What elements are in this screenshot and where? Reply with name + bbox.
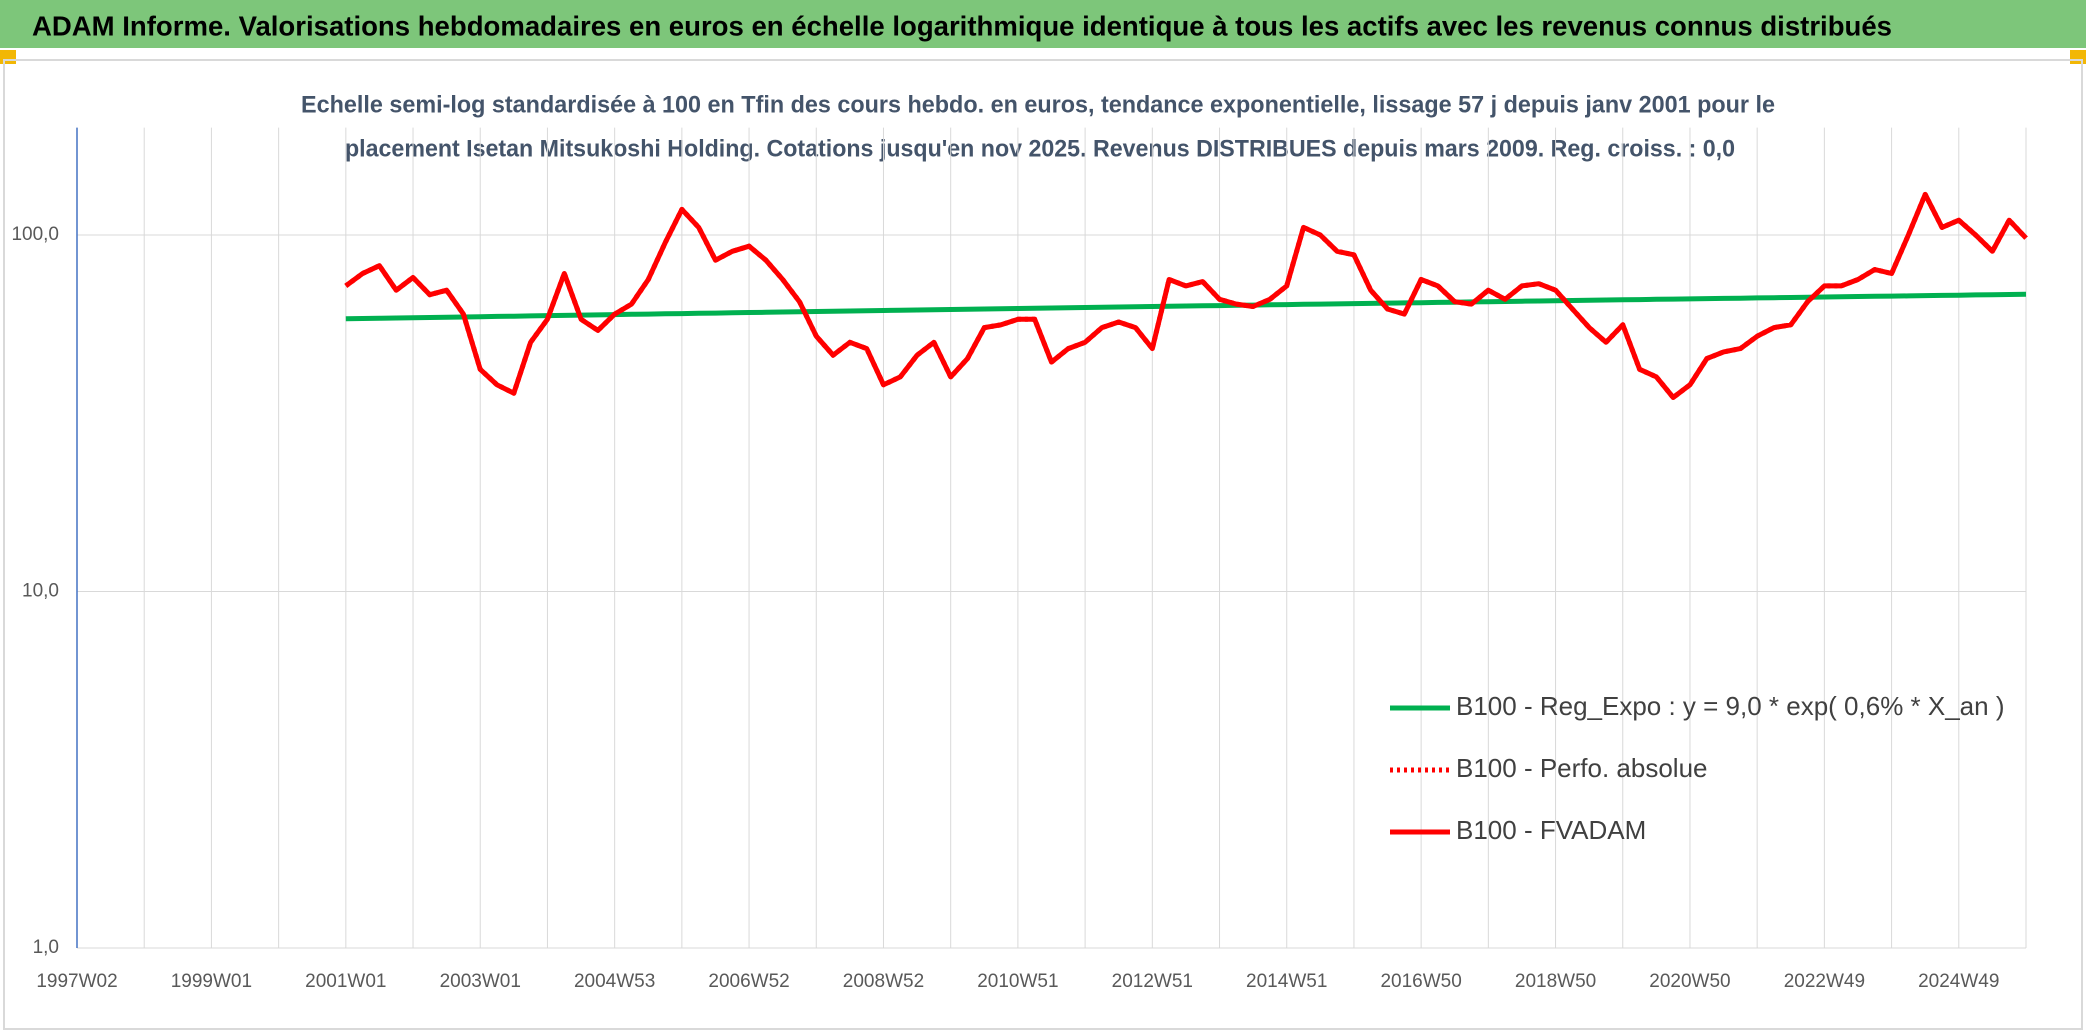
x-tick-label: 2001W01 bbox=[305, 971, 386, 992]
x-tick-label: 2014W51 bbox=[1246, 971, 1327, 992]
x-tick-label: 2006W52 bbox=[708, 971, 789, 992]
series-line bbox=[344, 191, 2028, 400]
x-tick-label: 2003W01 bbox=[440, 971, 521, 992]
x-tick-label: 2020W50 bbox=[1649, 971, 1730, 992]
legend-label: B100 - FVADAM bbox=[1456, 815, 1646, 845]
legend-label: B100 - Reg_Expo : y = 9,0 * exp( 0,6% * … bbox=[1456, 691, 2005, 721]
corner-mark bbox=[2070, 50, 2086, 64]
corner-mark bbox=[0, 50, 16, 64]
chart-subtitle: placement Isetan Mitsukoshi Holding. Cot… bbox=[345, 135, 1735, 162]
x-tick-label: 1997W02 bbox=[36, 971, 117, 992]
x-tick-label: 1999W01 bbox=[171, 971, 252, 992]
x-tick-label: 2018W50 bbox=[1515, 971, 1596, 992]
x-tick-label: 2004W53 bbox=[574, 971, 655, 992]
header-title: ADAM Informe. Valorisations hebdomadaire… bbox=[32, 10, 1892, 41]
chart-subtitle: Echelle semi-log standardisée à 100 en T… bbox=[301, 91, 1775, 118]
x-tick-label: 2016W50 bbox=[1380, 971, 1461, 992]
x-tick-label: 2008W52 bbox=[843, 971, 924, 992]
x-tick-label: 2010W51 bbox=[977, 971, 1058, 992]
x-tick-label: 2022W49 bbox=[1784, 971, 1865, 992]
frame bbox=[3, 59, 2083, 1030]
series-line bbox=[345, 291, 2027, 322]
header-bar bbox=[0, 0, 2086, 48]
y-tick-label: 10,0 bbox=[22, 581, 59, 602]
legend-label: B100 - Perfo. absolue bbox=[1456, 753, 1708, 783]
x-tick-label: 2024W49 bbox=[1918, 971, 1999, 992]
y-tick-label: 100,0 bbox=[11, 224, 59, 245]
y-tick-label: 1,0 bbox=[33, 937, 59, 958]
x-tick-label: 2012W51 bbox=[1112, 971, 1193, 992]
